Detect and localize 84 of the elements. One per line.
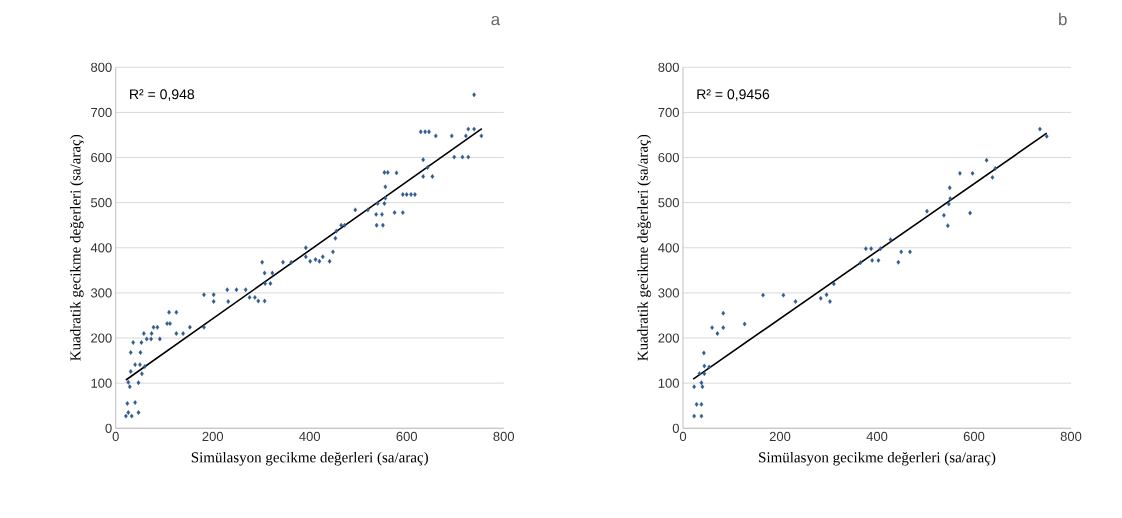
y-tick-label: 200 (91, 333, 112, 343)
y-tick-label: 100 (658, 378, 679, 388)
point (896, 259, 901, 265)
point (694, 401, 699, 407)
point (968, 210, 972, 216)
y-tick-label: 100 (91, 378, 112, 388)
chart-title: a (491, 15, 501, 26)
x-tick-label: 200 (769, 431, 791, 442)
point (818, 295, 823, 301)
x-tick-label: 400 (299, 431, 321, 442)
point (993, 165, 998, 171)
y-tick-label: 300 (90, 288, 112, 298)
point (869, 246, 874, 252)
x-tick-label: 0 (112, 431, 119, 442)
y-tick-label: 400 (658, 243, 679, 253)
x-tick-label: 800 (493, 431, 515, 442)
y-tick-label: 500 (91, 198, 112, 208)
y-tick-label: 700 (91, 107, 112, 118)
point (699, 401, 704, 407)
point (761, 292, 765, 298)
point (742, 321, 747, 327)
y-tick-label: 600 (658, 152, 679, 163)
point (721, 325, 726, 331)
point (899, 249, 904, 255)
annotation: R² = 0,9456 (697, 89, 770, 101)
x-tick-label: 400 (866, 431, 888, 442)
x-axis-title: Simülasyon gecikme değerleri (sa/araç) (191, 451, 428, 466)
x-tick-label: 0 (679, 431, 687, 442)
point (948, 196, 953, 201)
point (863, 246, 868, 252)
y-tick-label: 0 (672, 423, 679, 433)
y-tick-label: 400 (90, 243, 112, 253)
x-tick-label: 600 (396, 431, 418, 442)
point (970, 170, 975, 176)
point (945, 223, 950, 229)
y-tick-label: 300 (658, 288, 679, 298)
point (1044, 133, 1049, 139)
point (721, 310, 726, 316)
point (824, 292, 829, 298)
point (828, 299, 832, 304)
point (908, 249, 912, 255)
y-tick-label: 0 (105, 423, 112, 433)
point (702, 371, 707, 377)
point (715, 331, 720, 336)
y-tick-label: 600 (91, 152, 112, 163)
point (984, 157, 989, 163)
x-tick-label: 200 (202, 431, 224, 442)
point (692, 384, 697, 390)
x-axis-title: Simülasyon gecikme değerleri (sa/araç) (759, 451, 996, 466)
point (1038, 126, 1042, 132)
point (692, 413, 697, 419)
point (702, 363, 707, 369)
point (878, 246, 883, 252)
chart-title: b (1059, 12, 1067, 26)
point (990, 174, 995, 180)
point (781, 292, 786, 298)
y-tick-label: 800 (91, 62, 112, 72)
point (942, 212, 946, 218)
y-tick-label: 500 (658, 198, 679, 208)
point (702, 350, 706, 356)
y-tick-label: 800 (658, 62, 679, 72)
annotation: R² = 0,948 (130, 89, 195, 101)
point (876, 258, 881, 263)
point (858, 260, 863, 266)
point (888, 237, 893, 243)
y-axis-title: Kuadratik gecikme değerleri (sa/araç) (69, 134, 84, 361)
point (710, 325, 714, 331)
x-tick-label: 800 (1060, 431, 1082, 442)
point (707, 364, 712, 370)
point (958, 170, 962, 176)
y-tick-label: 200 (658, 333, 679, 343)
point (700, 384, 705, 390)
y-tick-label: 700 (658, 107, 679, 118)
y-axis-title: Kuadratik gecikme değerleri (sa/araç) (637, 134, 651, 361)
point (699, 380, 704, 386)
point (699, 413, 704, 419)
point (793, 299, 798, 304)
point (947, 185, 952, 191)
point (697, 371, 702, 377)
x-tick-label: 600 (963, 431, 985, 442)
point (831, 281, 836, 287)
point (925, 208, 929, 214)
point (946, 201, 951, 207)
point (870, 258, 874, 263)
